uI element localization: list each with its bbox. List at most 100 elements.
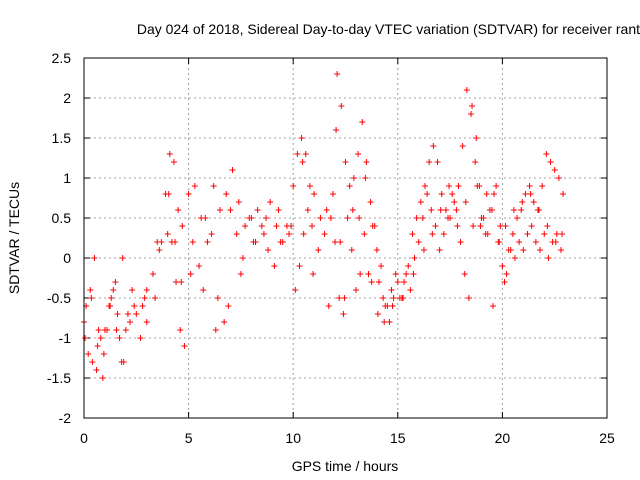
data-point <box>400 295 407 301</box>
data-point <box>409 231 416 237</box>
data-point <box>357 271 364 277</box>
data-point <box>442 207 449 213</box>
data-point <box>337 239 344 245</box>
data-point <box>341 295 348 301</box>
data-point <box>139 303 146 309</box>
data-point <box>292 287 299 293</box>
data-point <box>300 231 307 237</box>
data-point <box>361 231 368 237</box>
data-point <box>93 367 100 373</box>
data-point <box>315 247 322 253</box>
data-point <box>454 223 461 229</box>
data-point <box>367 199 374 205</box>
data-point <box>530 199 537 205</box>
data-point <box>473 135 480 141</box>
data-point <box>415 239 422 245</box>
data-point <box>340 311 347 317</box>
data-point <box>338 103 345 109</box>
data-point <box>503 271 510 277</box>
data-point <box>214 295 221 301</box>
y-axis-label: SDTVAR / TECUs <box>6 182 22 294</box>
data-point <box>321 231 328 237</box>
data-point <box>537 247 544 253</box>
data-point <box>461 271 468 277</box>
data-point <box>216 207 223 213</box>
data-point <box>82 335 89 341</box>
data-point <box>271 263 278 269</box>
data-point <box>150 271 157 277</box>
data-point <box>229 167 236 173</box>
data-point <box>455 183 462 189</box>
data-point <box>346 183 353 189</box>
data-point <box>463 87 470 93</box>
data-point <box>363 159 370 165</box>
data-point <box>185 191 192 197</box>
data-point <box>429 231 436 237</box>
data-point <box>114 311 121 317</box>
data-point <box>389 303 396 309</box>
data-point <box>355 151 362 157</box>
data-point <box>165 191 172 197</box>
data-point <box>507 247 514 253</box>
data-point <box>221 319 228 325</box>
data-point <box>100 351 107 357</box>
data-point <box>390 295 397 301</box>
data-point <box>553 231 560 237</box>
data-point <box>544 223 551 229</box>
data-point <box>474 183 481 189</box>
data-point <box>510 207 517 213</box>
data-point <box>204 239 211 245</box>
data-point <box>352 287 359 293</box>
x-tick-label: 0 <box>80 430 88 446</box>
data-point <box>196 263 203 269</box>
data-point <box>486 207 493 213</box>
data-point <box>189 239 196 245</box>
data-point <box>356 215 363 221</box>
y-tick-label: 1.5 <box>52 130 72 146</box>
data-point <box>306 183 313 189</box>
data-point <box>472 159 479 165</box>
data-point <box>172 239 179 245</box>
data-points <box>81 71 567 381</box>
data-point <box>141 295 148 301</box>
data-point <box>511 255 518 261</box>
data-point <box>497 223 504 229</box>
data-point <box>557 247 564 253</box>
data-point <box>543 151 550 157</box>
data-point <box>394 279 401 285</box>
data-point <box>311 191 318 197</box>
data-point <box>539 183 546 189</box>
data-point <box>242 223 249 229</box>
x-tick-label: 20 <box>495 430 511 446</box>
data-point <box>420 247 427 253</box>
data-point <box>298 135 305 141</box>
data-point <box>227 207 234 213</box>
data-point <box>555 175 562 181</box>
data-point <box>129 287 136 293</box>
data-point <box>518 207 525 213</box>
x-axis-label: GPS time / hours <box>292 458 399 474</box>
y-tick-label: -0.5 <box>47 290 71 306</box>
data-point <box>200 287 207 293</box>
data-point <box>378 263 385 269</box>
data-point <box>175 207 182 213</box>
data-point <box>405 263 412 269</box>
data-point <box>344 215 351 221</box>
data-point <box>290 183 297 189</box>
data-point <box>246 215 253 221</box>
data-point <box>489 303 496 309</box>
y-tick-label: 0 <box>63 250 71 266</box>
data-point <box>94 343 101 349</box>
data-point <box>254 207 261 213</box>
data-point <box>336 295 343 301</box>
data-point <box>350 175 357 181</box>
data-point <box>166 151 173 157</box>
data-point <box>329 191 336 197</box>
data-point <box>453 207 460 213</box>
data-point <box>309 223 316 229</box>
y-tick-label: -2 <box>59 410 72 426</box>
data-point <box>386 319 393 325</box>
data-point <box>177 327 184 333</box>
